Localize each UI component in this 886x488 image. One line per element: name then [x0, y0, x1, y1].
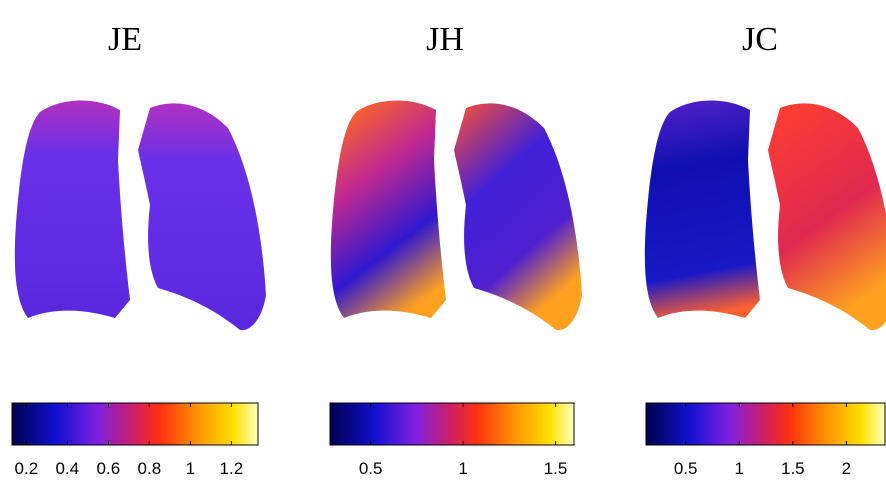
tick-label: 1.2 — [220, 459, 244, 478]
tick-label: 0.6 — [97, 459, 121, 478]
colorbar — [645, 402, 886, 446]
tick-label: 0.5 — [359, 459, 383, 478]
tick-label: 2 — [842, 459, 851, 478]
panel-title: JH — [426, 21, 464, 58]
lungs-jc — [644, 100, 886, 331]
tick-label: 0.5 — [674, 459, 698, 478]
colorbar — [11, 402, 259, 446]
lungs-je — [14, 100, 266, 331]
tick-label: 1.5 — [781, 459, 805, 478]
tick-label: 1 — [186, 459, 195, 478]
tick-label: 1 — [735, 459, 744, 478]
tick-label: 0.8 — [138, 459, 162, 478]
colorbar — [329, 402, 575, 446]
tick-label: 0.2 — [15, 459, 39, 478]
panel-title: JE — [108, 21, 142, 58]
tick-label: 1.5 — [544, 459, 568, 478]
tick-label: 1 — [458, 459, 467, 478]
panel-title: JC — [742, 21, 778, 58]
lungs-jh — [330, 100, 582, 331]
tick-label: 0.4 — [56, 459, 80, 478]
